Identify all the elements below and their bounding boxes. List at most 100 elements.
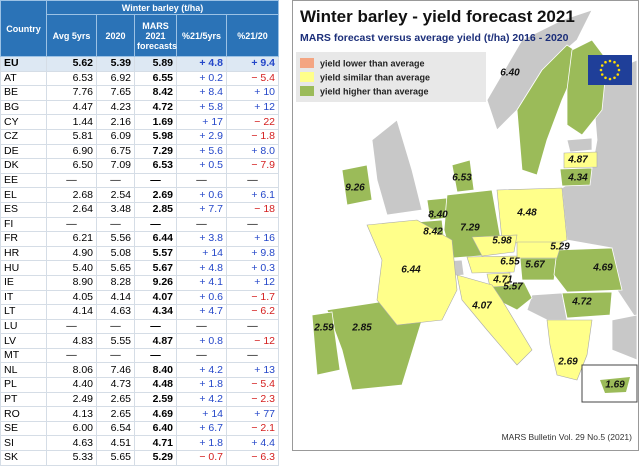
value-cell: 2.65 — [96, 406, 135, 422]
value-cell: + 9.4 — [225, 56, 280, 72]
value-cell: — — [176, 347, 227, 364]
value-cell: + 4.4 — [225, 435, 280, 452]
value-cell: 1.44 — [46, 114, 97, 130]
country-cell: DK — [0, 158, 47, 174]
value-cell: — — [225, 347, 280, 364]
value-cell: 2.69 — [134, 187, 177, 203]
table-row: HU 5.40 5.65 5.67 + 4.8 + 0.3 — [0, 260, 280, 276]
value-cell: 4.51 — [96, 435, 135, 452]
map-value-label: 6.40 — [500, 68, 520, 79]
table-row: MT — — — — — — [0, 347, 280, 364]
value-cell: 7.76 — [46, 85, 97, 101]
table-row: SK 5.33 5.65 5.29− 0.7− 6.3 — [0, 450, 280, 466]
value-cell: − 2.3 — [225, 391, 280, 408]
value-cell: + 8.4 — [176, 85, 227, 101]
header-column: 2020 — [96, 14, 135, 57]
map-subtitle: MARS forecast versus average yield (t/ha… — [300, 32, 569, 44]
country-cell: FI — [0, 216, 47, 233]
value-cell: 6.55 — [134, 70, 177, 87]
value-cell: + 0.6 — [176, 289, 227, 306]
country-cell: PT — [0, 391, 47, 408]
value-cell: + 12 — [225, 99, 280, 116]
value-cell: − 5.4 — [225, 70, 280, 87]
country-cell: LT — [0, 304, 47, 320]
value-cell: + 16 — [225, 231, 280, 247]
yield-table: Country Winter barley (t/ha) Avg 5yrs 202… — [0, 0, 280, 466]
map-value-label: 7.29 — [460, 223, 480, 234]
flag-star — [617, 68, 621, 72]
value-cell: + 0.8 — [176, 333, 227, 349]
value-cell: − 6.3 — [225, 450, 280, 466]
value-cell: 7.46 — [96, 362, 135, 379]
value-cell: − 1.8 — [225, 128, 280, 145]
value-cell: 5.89 — [134, 56, 177, 72]
map-value-label: 4.07 — [471, 301, 492, 312]
value-cell: 6.09 — [96, 128, 135, 145]
map-value-label: 4.87 — [567, 155, 588, 166]
value-cell: 5.33 — [46, 450, 97, 466]
table-row: ES 2.64 3.48 2.85 + 7.7− 18 — [0, 201, 280, 218]
header-column: Avg 5yrs — [46, 14, 97, 57]
map-title: Winter barley - yield forecast 2021 — [300, 7, 575, 26]
flag-star — [599, 68, 603, 72]
map-value-label: 5.98 — [492, 236, 512, 247]
value-cell: 8.28 — [96, 274, 135, 291]
value-cell: + 4.8 — [176, 56, 227, 72]
value-cell: 5.65 — [96, 450, 135, 466]
country-cell: MT — [0, 347, 47, 364]
value-cell: — — [46, 216, 97, 233]
table-row: EU 5.62 5.39 5.89 + 4.8 + 9.4 — [0, 56, 280, 72]
legend-label: yield lower than average — [320, 59, 425, 69]
country-cell: IT — [0, 289, 47, 306]
value-cell: 2.68 — [46, 187, 97, 203]
value-cell: − 18 — [225, 201, 280, 218]
value-cell: — — [96, 172, 135, 189]
value-cell: 6.44 — [134, 231, 177, 247]
table-row: DE 6.90 6.75 7.29 + 5.6 + 8.0 — [0, 143, 280, 160]
value-cell: 9.26 — [134, 274, 177, 291]
value-cell: − 2.1 — [225, 420, 280, 437]
value-cell: + 4.2 — [176, 362, 227, 379]
value-cell: 4.83 — [46, 333, 97, 349]
value-cell: 4.05 — [46, 289, 97, 306]
value-cell: 5.56 — [96, 231, 135, 247]
country-cell: EE — [0, 172, 47, 189]
value-cell: + 7.7 — [176, 201, 227, 218]
country-cell: EU — [0, 56, 47, 72]
country-cell: HR — [0, 245, 47, 262]
value-cell: 4.23 — [96, 99, 135, 116]
value-cell: 5.62 — [46, 56, 97, 72]
table-row: LV 4.83 5.55 4.87 + 0.8− 12 — [0, 333, 280, 349]
value-cell: 2.85 — [134, 201, 177, 218]
value-cell: — — [134, 347, 177, 364]
legend-label: yield similar than average — [320, 73, 430, 83]
value-cell: 6.54 — [96, 420, 135, 437]
value-cell: 6.53 — [134, 158, 177, 174]
value-cell: + 12 — [225, 274, 280, 291]
value-cell: 2.16 — [96, 114, 135, 130]
table-row: AT 6.53 6.92 6.55 + 0.2− 5.4 — [0, 70, 280, 87]
table-row: NL 8.06 7.46 8.40 + 4.2 + 13 — [0, 362, 280, 379]
table-row: BG 4.47 4.23 4.72 + 5.8 + 12 — [0, 99, 280, 116]
value-cell: 4.71 — [134, 435, 177, 452]
value-cell: 8.90 — [46, 274, 97, 291]
flag-star — [608, 77, 612, 81]
value-cell: 5.57 — [134, 245, 177, 262]
value-cell: — — [134, 216, 177, 233]
value-cell: — — [176, 318, 227, 335]
value-cell: — — [96, 347, 135, 364]
value-cell: 2.65 — [96, 391, 135, 408]
value-cell: + 4.7 — [176, 304, 227, 320]
value-cell: 4.63 — [96, 304, 135, 320]
table-row: SE 6.00 6.54 6.40 + 6.7− 2.1 — [0, 420, 280, 437]
table-row: SI 4.63 4.51 4.71 + 1.8 + 4.4 — [0, 435, 280, 452]
header-column: %21/5yrs — [176, 14, 227, 57]
country-cell: AT — [0, 70, 47, 87]
map-value-label: 5.57 — [503, 282, 523, 293]
value-cell: 4.14 — [46, 304, 97, 320]
table-row: RO 4.13 2.65 4.69 + 14 + 77 — [0, 406, 280, 422]
value-cell: + 6.1 — [225, 187, 280, 203]
table-row: CZ 5.81 6.09 5.98 + 2.9− 1.8 — [0, 128, 280, 145]
header-group: Winter barley (t/ha) — [45, 0, 280, 15]
value-cell: − 22 — [225, 114, 280, 130]
